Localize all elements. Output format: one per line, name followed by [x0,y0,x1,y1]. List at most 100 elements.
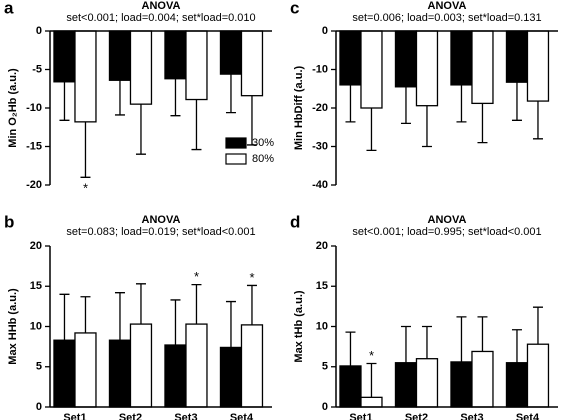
x-tick-label: Set4 [516,412,540,420]
error-bar [246,95,257,146]
x-tick-label: Set1 [63,412,86,420]
error-bar [225,74,236,114]
bar [108,30,132,81]
bar [450,30,473,86]
y-tick-label: 5 [322,361,328,373]
x-tick-label: Set4 [230,412,254,420]
bar [505,30,529,83]
y-axis-label: Max HHb (a.u.) [7,288,19,365]
error-bar [225,300,236,348]
y-tick-label: 5 [36,361,42,373]
y-tick-label: -20 [312,102,328,114]
bar [471,350,494,408]
x-tick-label: Set1 [349,412,372,420]
y-tick-label: 10 [30,320,42,332]
bar [339,365,362,408]
bar [74,30,97,123]
error-bar [135,283,146,325]
error-bar [400,86,411,125]
error-bar [345,84,356,123]
panel-letter: d [290,212,300,231]
error-bar [114,80,125,116]
y-tick-label: -40 [312,179,328,191]
y-tick-label: 10 [316,320,328,332]
error-bar [456,316,467,362]
bar [129,30,153,105]
y-tick-label: -10 [26,102,42,114]
error-bar [421,325,432,359]
y-tick-label: 15 [30,280,42,292]
error-bar [246,284,257,325]
panel-title: ANOVA [428,214,467,226]
panel-title: ANOVA [142,0,181,12]
error-bar [477,103,488,144]
bar [53,339,76,408]
y-axis-label: Min O₂Hb (a.u.) [7,68,19,148]
y-tick-label: -30 [312,140,328,152]
error-bar [400,325,411,363]
bar [471,30,494,105]
bar [394,362,418,408]
y-tick-label: -10 [312,63,328,75]
error-bar [170,299,181,346]
error-bar [511,82,522,121]
panel-letter: b [4,212,14,231]
error-bar [532,306,543,345]
x-tick-label: Set2 [405,412,428,420]
panel-subtitle: set=0.083; load=0.019; set*load<0.001 [66,226,255,238]
error-bar [170,78,181,117]
panel-subtitle: set=0.006; load=0.003; set*load=0.131 [352,12,541,24]
panel-title: ANOVA [142,214,181,226]
bar [360,396,383,408]
bar [108,339,132,408]
y-tick-label: 0 [322,25,328,37]
y-tick-label: 15 [316,280,328,292]
bar [450,361,473,408]
bar [394,30,418,88]
bar [129,323,153,408]
bar [219,30,243,75]
bar [240,30,264,97]
error-bar [345,331,356,366]
y-tick-label: 0 [36,401,42,413]
error-bar [80,296,91,333]
panel-letter: a [4,0,14,17]
bar [74,332,97,408]
y-axis-label: Min HbDiff (a.u.) [293,66,305,151]
legend-swatch [225,137,247,149]
y-tick-label: 20 [30,240,42,252]
x-tick-label: Set3 [460,412,483,420]
bar [339,30,362,86]
significance-marker: * [194,269,199,284]
bar [164,344,187,408]
error-bar [456,84,467,123]
error-bar [135,104,146,155]
error-bar [59,81,70,121]
significance-marker: * [249,270,254,285]
y-tick-label: 20 [316,240,328,252]
legend-swatch [225,153,247,165]
legend-label: 30% [252,137,274,149]
bar [526,30,550,102]
error-bar [421,105,432,148]
error-bar [477,316,488,352]
y-axis-label: Max tHb (a.u.) [293,290,305,362]
bar [219,346,243,408]
error-bar [59,293,70,341]
bar [415,30,439,107]
bar [240,324,264,408]
error-bar [191,283,202,325]
error-bar [366,108,377,151]
bar [53,30,76,83]
y-tick-label: -5 [32,63,42,75]
y-tick-label: 0 [322,401,328,413]
error-bar [532,101,543,140]
bar [164,30,187,80]
bar [185,323,208,408]
significance-marker: * [369,348,374,363]
legend-label: 80% [252,153,274,165]
